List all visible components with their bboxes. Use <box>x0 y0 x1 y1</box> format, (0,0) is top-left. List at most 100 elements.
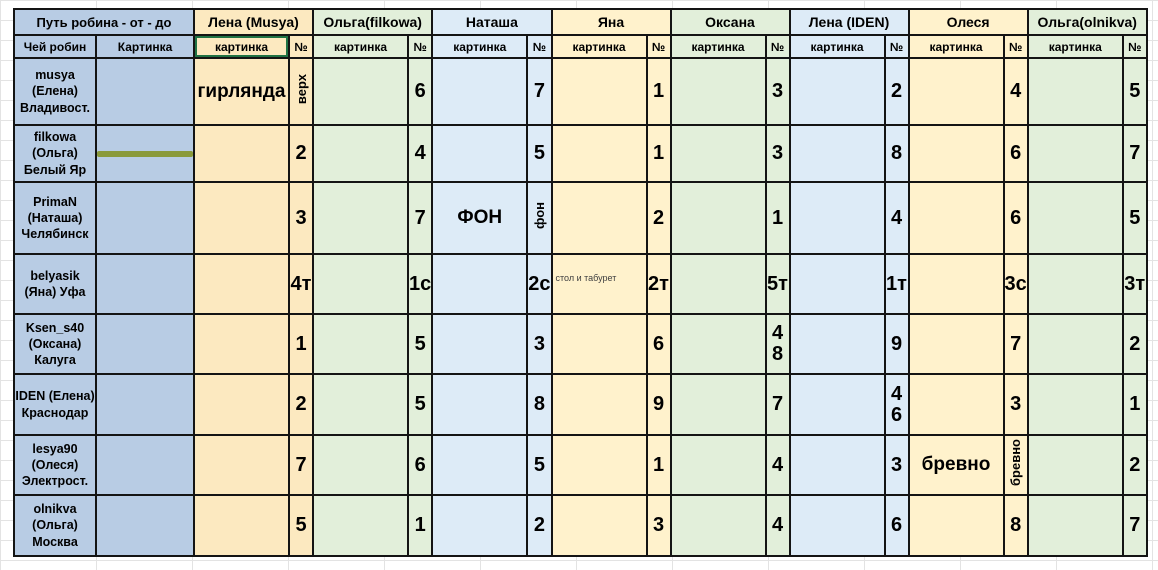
pic-cell[interactable] <box>1026 124 1124 183</box>
num-cell[interactable]: 6 <box>884 494 910 557</box>
pic-cell[interactable] <box>669 57 767 126</box>
pic-cell[interactable] <box>550 494 648 557</box>
num-subheader-7[interactable]: № <box>1002 34 1029 59</box>
num-cell[interactable]: 3 <box>765 124 791 183</box>
num-cell[interactable]: 6 <box>1002 181 1029 255</box>
num-cell[interactable]: 5 <box>1122 181 1148 255</box>
num-cell[interactable]: 3 <box>765 57 791 126</box>
pic-cell[interactable] <box>431 313 529 375</box>
pic-cell[interactable] <box>907 313 1005 375</box>
num-cell[interactable]: 7 <box>288 434 314 496</box>
num-cell[interactable]: 9 <box>884 313 910 375</box>
num-cell[interactable]: 4 <box>1002 57 1029 126</box>
header-whose-robin[interactable]: Чей робин <box>13 34 97 59</box>
pic-cell[interactable] <box>788 124 886 183</box>
num-cell[interactable]: 3 <box>884 434 910 496</box>
num-cell[interactable]: 4 <box>884 181 910 255</box>
pic-cell[interactable] <box>193 434 290 496</box>
owner-name-cell[interactable]: olnikva (Ольга) Москва <box>13 494 97 557</box>
owner-picture-cell[interactable] <box>95 253 195 315</box>
pic-cell[interactable] <box>788 313 886 375</box>
num-cell[interactable]: 4 <box>407 124 434 183</box>
pic-cell[interactable] <box>1026 181 1124 255</box>
pic-cell[interactable] <box>431 494 529 557</box>
num-cell[interactable]: 4 <box>765 494 791 557</box>
num-cell[interactable]: 7 <box>1002 313 1029 375</box>
pic-cell[interactable] <box>193 124 290 183</box>
pic-cell[interactable] <box>550 313 648 375</box>
num-cell[interactable]: 3 <box>288 181 314 255</box>
owner-name-cell[interactable]: Ksen_s40 (Оксана) Калуга <box>13 313 97 375</box>
pic-cell[interactable] <box>669 373 767 436</box>
pic-cell[interactable] <box>431 434 529 496</box>
pic-subheader-5[interactable]: картинка <box>669 34 767 59</box>
header-picture[interactable]: Картинка <box>95 34 195 59</box>
num-cell[interactable]: 7 <box>765 373 791 436</box>
pic-subheader-7[interactable]: картинка <box>907 34 1005 59</box>
num-cell[interactable]: 2 <box>288 124 314 183</box>
pic-cell[interactable] <box>907 373 1005 436</box>
pic-cell[interactable] <box>312 373 409 436</box>
pic-cell[interactable] <box>669 494 767 557</box>
num-cell[interactable]: 3т <box>1122 253 1148 315</box>
num-cell[interactable]: 5 <box>526 124 553 183</box>
group-header-7[interactable]: Олеся <box>907 8 1029 36</box>
pic-subheader-4[interactable]: картинка <box>550 34 648 59</box>
num-cell[interactable]: 7 <box>407 181 434 255</box>
num-cell[interactable]: 1т <box>884 253 910 315</box>
pic-cell[interactable]: стол и табурет <box>550 253 648 315</box>
group-header-3[interactable]: Наташа <box>431 8 553 36</box>
pic-subheader-8[interactable]: картинка <box>1026 34 1124 59</box>
pic-cell[interactable]: ФОН <box>431 181 529 255</box>
owner-name-cell[interactable]: PrimaN (Наташа) Челябинск <box>13 181 97 255</box>
num-subheader-5[interactable]: № <box>765 34 791 59</box>
pic-cell[interactable] <box>669 124 767 183</box>
pic-cell[interactable] <box>193 373 290 436</box>
num-cell[interactable]: 2 <box>1122 434 1148 496</box>
num-subheader-3[interactable]: № <box>526 34 553 59</box>
num-cell[interactable]: 6 <box>407 57 434 126</box>
num-cell[interactable]: 2 <box>646 181 672 255</box>
pic-cell[interactable] <box>550 181 648 255</box>
num-cell[interactable]: 2 <box>1122 313 1148 375</box>
group-header-5[interactable]: Оксана <box>669 8 791 36</box>
pic-cell[interactable] <box>312 313 409 375</box>
pic-subheader-3[interactable]: картинка <box>431 34 529 59</box>
pic-cell[interactable] <box>312 57 409 126</box>
num-cell[interactable]: 8 <box>1002 494 1029 557</box>
corner-title-cell[interactable]: Путь робина - от - до <box>13 8 195 36</box>
num-cell[interactable]: 7 <box>1122 124 1148 183</box>
num-cell[interactable]: 1 <box>288 313 314 375</box>
num-subheader-8[interactable]: № <box>1122 34 1148 59</box>
num-cell[interactable]: бревно <box>1002 434 1029 496</box>
pic-cell[interactable] <box>431 253 529 315</box>
num-cell[interactable]: 2 <box>288 373 314 436</box>
num-cell[interactable]: 2т <box>646 253 672 315</box>
num-cell[interactable]: 2 <box>884 57 910 126</box>
num-cell[interactable]: 5 <box>288 494 314 557</box>
num-subheader-1[interactable]: № <box>288 34 314 59</box>
num-subheader-4[interactable]: № <box>646 34 672 59</box>
num-cell[interactable]: 1 <box>646 124 672 183</box>
num-cell[interactable]: 3 <box>646 494 672 557</box>
owner-picture-cell[interactable] <box>95 181 195 255</box>
pic-cell[interactable] <box>431 57 529 126</box>
num-cell[interactable]: 3 <box>526 313 553 375</box>
pic-cell[interactable] <box>907 253 1005 315</box>
pic-cell[interactable] <box>788 253 886 315</box>
pic-cell[interactable] <box>550 124 648 183</box>
num-cell[interactable]: 8 <box>526 373 553 436</box>
pic-cell[interactable] <box>669 434 767 496</box>
pic-cell[interactable] <box>788 494 886 557</box>
pic-cell[interactable] <box>669 253 767 315</box>
pic-cell[interactable] <box>1026 373 1124 436</box>
num-cell[interactable]: 3 <box>1002 373 1029 436</box>
num-cell[interactable]: 3с <box>1002 253 1029 315</box>
owner-name-cell[interactable]: lesya90 (Олеся) Электрост. <box>13 434 97 496</box>
pic-cell[interactable] <box>1026 494 1124 557</box>
pic-cell[interactable] <box>1026 253 1124 315</box>
pic-cell[interactable] <box>550 434 648 496</box>
pic-cell[interactable] <box>669 181 767 255</box>
group-header-8[interactable]: Ольга(olnikva) <box>1026 8 1148 36</box>
num-cell[interactable]: 5 <box>407 373 434 436</box>
